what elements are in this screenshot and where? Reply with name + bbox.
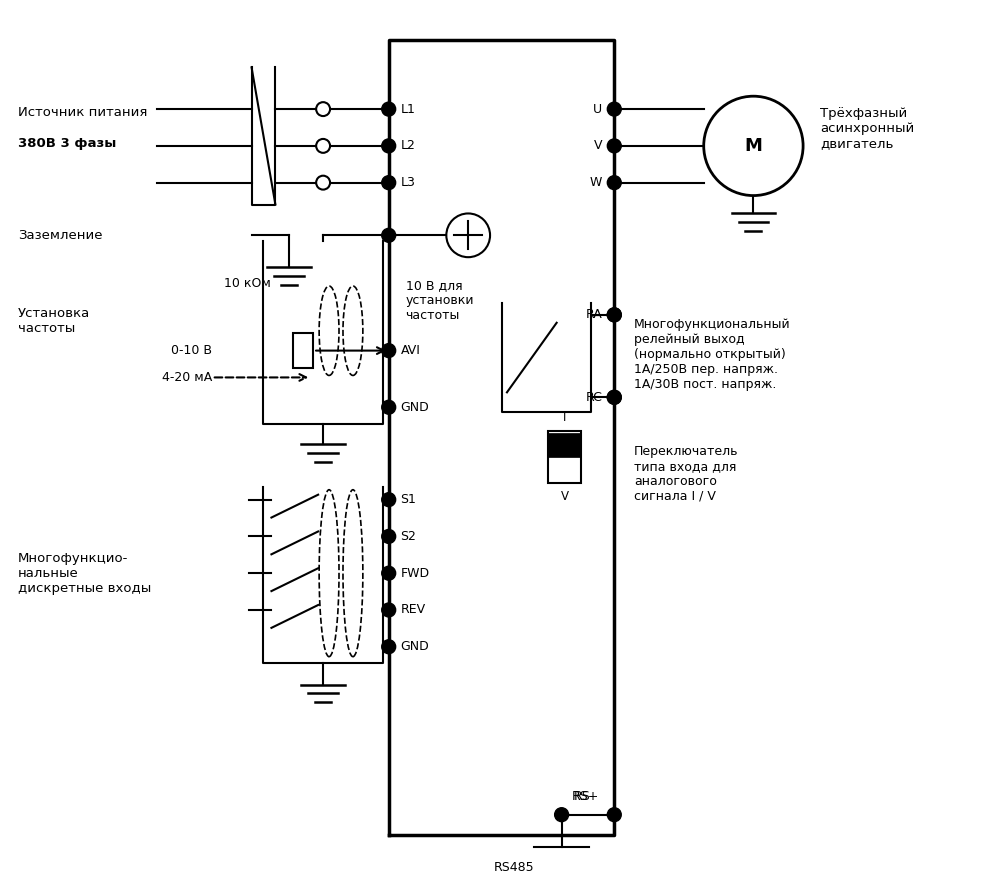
Text: 4-20 мА: 4-20 мА bbox=[162, 371, 212, 384]
Circle shape bbox=[555, 808, 569, 822]
Circle shape bbox=[382, 530, 396, 543]
Bar bbox=[548, 434, 581, 457]
Circle shape bbox=[316, 176, 330, 190]
Text: S2: S2 bbox=[401, 530, 416, 543]
Circle shape bbox=[607, 176, 621, 190]
Text: Заземление: Заземление bbox=[18, 229, 103, 242]
Circle shape bbox=[316, 103, 330, 116]
Text: U: U bbox=[593, 103, 602, 116]
Circle shape bbox=[316, 139, 330, 153]
Text: V: V bbox=[594, 139, 602, 153]
Text: L1: L1 bbox=[401, 103, 415, 116]
Text: RS+: RS+ bbox=[572, 790, 599, 804]
Text: L3: L3 bbox=[401, 176, 415, 189]
Text: Многофункцио-
нальные
дискретные входы: Многофункцио- нальные дискретные входы bbox=[18, 552, 151, 595]
Circle shape bbox=[607, 391, 621, 404]
Circle shape bbox=[607, 103, 621, 116]
Circle shape bbox=[382, 401, 396, 414]
Text: GND: GND bbox=[401, 401, 429, 414]
Text: 10 кОм: 10 кОм bbox=[224, 277, 271, 290]
Circle shape bbox=[382, 566, 396, 580]
Text: REV: REV bbox=[401, 604, 426, 616]
Text: RA: RA bbox=[586, 309, 602, 321]
Circle shape bbox=[607, 308, 621, 322]
Text: Переключатель
типа входа для
аналогового
сигнала I / V: Переключатель типа входа для аналогового… bbox=[634, 445, 739, 503]
Circle shape bbox=[382, 176, 396, 190]
Text: Многофункциональный
релейный выход
(нормально открытый)
1А/250В пер. напряж.
1А/: Многофункциональный релейный выход (норм… bbox=[634, 318, 791, 391]
Text: 10 В для
установки
частоты: 10 В для установки частоты bbox=[406, 279, 474, 322]
Text: Трёхфазный
асинхронный
двигатель: Трёхфазный асинхронный двигатель bbox=[820, 108, 914, 151]
Circle shape bbox=[607, 391, 621, 404]
Text: I: I bbox=[563, 410, 566, 424]
Text: FWD: FWD bbox=[401, 566, 430, 580]
Circle shape bbox=[607, 139, 621, 153]
Circle shape bbox=[382, 640, 396, 654]
Circle shape bbox=[382, 492, 396, 507]
Circle shape bbox=[382, 228, 396, 243]
Text: Установка
частоты: Установка частоты bbox=[18, 307, 90, 334]
Text: GND: GND bbox=[401, 640, 429, 653]
Circle shape bbox=[382, 603, 396, 617]
Text: RC: RC bbox=[585, 391, 602, 404]
Circle shape bbox=[382, 139, 396, 153]
Text: 0-10 В: 0-10 В bbox=[171, 344, 212, 357]
Circle shape bbox=[382, 343, 396, 358]
Bar bbox=[293, 334, 313, 368]
Text: RS-: RS- bbox=[574, 790, 595, 804]
Text: 380В 3 фазы: 380В 3 фазы bbox=[18, 137, 116, 151]
Text: AVI: AVI bbox=[401, 344, 420, 357]
Text: Источник питания: Источник питания bbox=[18, 105, 147, 119]
Circle shape bbox=[382, 103, 396, 116]
Text: L2: L2 bbox=[401, 139, 415, 153]
Text: S1: S1 bbox=[401, 493, 416, 506]
Circle shape bbox=[607, 808, 621, 822]
Text: M: M bbox=[744, 136, 762, 155]
Circle shape bbox=[446, 213, 490, 257]
Text: RS485: RS485 bbox=[494, 861, 534, 874]
Text: W: W bbox=[590, 176, 602, 189]
Bar bbox=[548, 431, 581, 483]
Circle shape bbox=[704, 96, 803, 195]
Circle shape bbox=[607, 308, 621, 322]
Text: V: V bbox=[561, 491, 569, 503]
